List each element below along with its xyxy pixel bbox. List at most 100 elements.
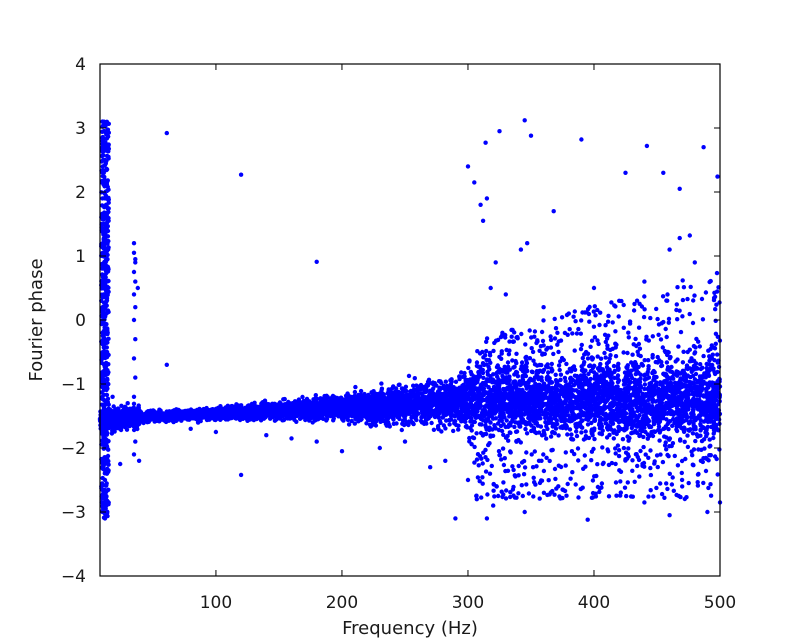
data-point xyxy=(483,140,488,145)
data-point xyxy=(667,247,672,252)
data-point xyxy=(688,419,693,424)
data-point xyxy=(465,164,471,169)
data-point xyxy=(620,437,626,442)
data-point xyxy=(131,292,137,297)
data-point xyxy=(600,445,605,450)
data-point xyxy=(707,444,712,449)
data-point xyxy=(638,376,643,381)
data-point xyxy=(164,130,169,136)
data-point xyxy=(677,235,682,241)
data-point xyxy=(558,359,563,364)
data-point xyxy=(707,437,712,442)
data-point xyxy=(131,356,137,361)
data-point xyxy=(621,445,627,451)
data-point xyxy=(551,209,556,214)
data-point xyxy=(457,374,462,379)
data-point xyxy=(110,394,115,399)
data-point xyxy=(684,418,689,423)
data-point xyxy=(548,434,554,439)
data-point xyxy=(503,424,508,430)
data-point xyxy=(574,433,580,439)
data-point xyxy=(493,416,498,421)
data-point xyxy=(447,422,452,427)
data-point xyxy=(546,370,551,375)
data-point xyxy=(522,118,527,123)
data-point xyxy=(661,170,666,175)
data-point xyxy=(477,422,483,427)
data-point xyxy=(688,415,694,420)
data-point xyxy=(133,257,138,262)
data-point xyxy=(712,370,717,375)
data-point xyxy=(634,430,640,435)
data-point xyxy=(525,241,530,246)
data-point xyxy=(404,388,409,394)
data-point xyxy=(715,352,720,357)
data-point xyxy=(701,437,707,442)
data-point xyxy=(131,452,137,457)
data-point xyxy=(522,509,527,515)
data-point xyxy=(583,429,588,434)
data-point xyxy=(671,416,676,422)
data-point xyxy=(314,439,319,444)
data-point xyxy=(420,384,425,390)
data-point xyxy=(589,420,594,426)
data-point xyxy=(623,170,628,175)
data-point xyxy=(467,439,472,444)
data-point xyxy=(586,371,591,377)
data-point xyxy=(622,370,628,375)
data-point xyxy=(406,373,412,379)
data-point xyxy=(429,420,434,426)
data-point xyxy=(682,414,687,419)
data-point xyxy=(474,360,480,365)
data-point xyxy=(472,444,477,450)
data-point xyxy=(615,443,621,448)
data-point xyxy=(497,129,502,134)
data-point xyxy=(164,362,169,367)
data-point xyxy=(467,435,472,441)
data-point xyxy=(662,426,667,431)
data-point xyxy=(465,477,471,483)
data-point xyxy=(541,305,546,310)
data-point xyxy=(701,145,706,150)
data-point xyxy=(701,393,706,398)
data-point xyxy=(642,279,647,284)
data-point xyxy=(558,372,564,377)
data-point xyxy=(125,401,130,406)
data-point xyxy=(491,503,496,508)
data-point xyxy=(674,373,680,378)
data-point xyxy=(711,435,716,441)
data-point xyxy=(642,500,647,505)
data-point xyxy=(399,427,404,433)
data-point xyxy=(294,419,299,424)
data-point xyxy=(553,426,559,431)
data-point xyxy=(131,394,137,399)
data-point xyxy=(264,433,269,438)
data-point xyxy=(131,241,137,246)
data-point xyxy=(606,396,611,402)
data-point xyxy=(682,439,687,444)
data-point xyxy=(443,426,448,431)
data-point xyxy=(402,439,408,444)
data-point xyxy=(481,375,486,380)
data-point xyxy=(569,432,574,437)
data-point xyxy=(403,384,409,389)
data-point xyxy=(453,379,459,384)
data-point xyxy=(379,381,384,386)
data-point xyxy=(704,361,709,367)
data-point xyxy=(314,259,319,264)
data-point xyxy=(591,285,597,291)
data-point xyxy=(131,250,137,255)
data-point xyxy=(118,461,123,467)
data-point xyxy=(636,364,641,370)
data-point xyxy=(585,422,591,427)
data-point xyxy=(396,382,401,388)
data-point xyxy=(666,426,671,432)
data-point xyxy=(339,449,345,454)
data-point xyxy=(474,387,480,393)
data-point xyxy=(544,424,549,429)
data-point xyxy=(131,317,137,323)
data-point xyxy=(518,247,524,252)
data-point xyxy=(585,517,590,522)
data-point xyxy=(324,418,329,423)
